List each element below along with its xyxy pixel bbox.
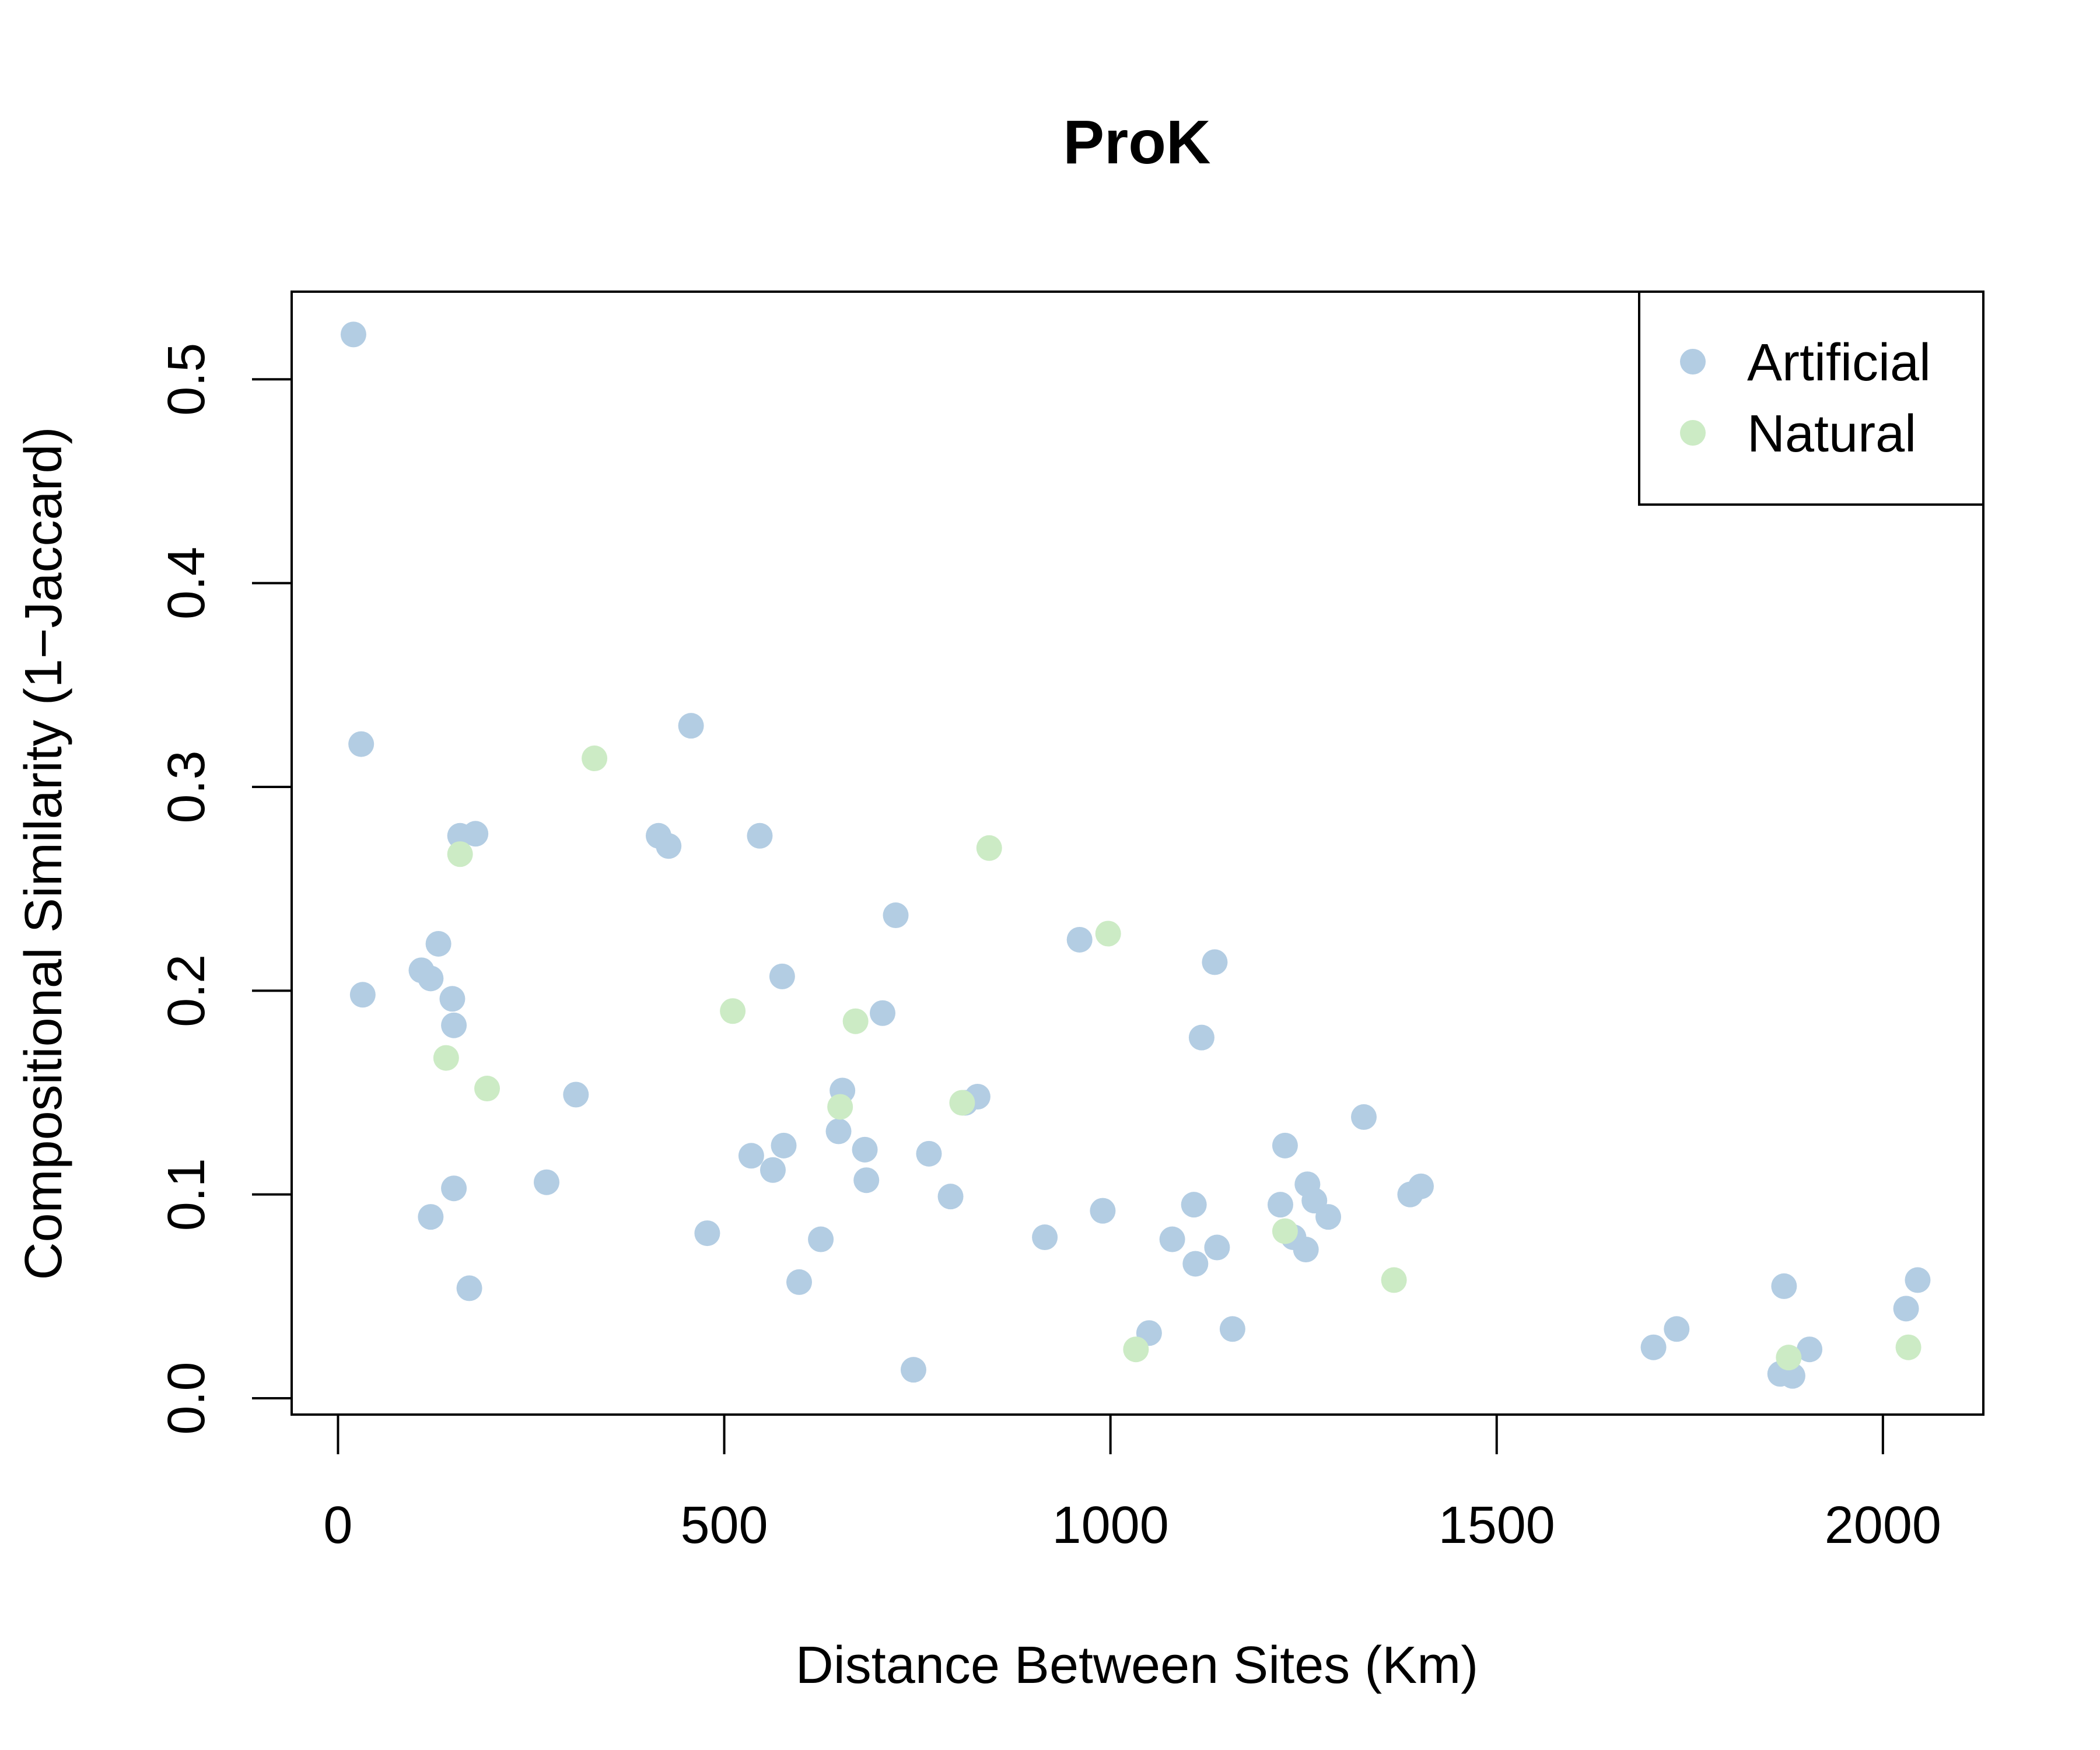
data-point-artificial bbox=[463, 821, 489, 847]
y-axis: 0.0 0.1 0.2 0.3 0.4 0.5 bbox=[158, 343, 293, 1435]
data-point-artificial bbox=[852, 1136, 878, 1163]
data-point-artificial bbox=[418, 965, 444, 992]
data-point-artificial bbox=[348, 731, 374, 757]
data-point-artificial bbox=[916, 1140, 942, 1167]
data-point-natural bbox=[1095, 921, 1121, 947]
data-point-artificial bbox=[870, 1000, 896, 1026]
y-tick-label: 0.3 bbox=[158, 750, 216, 823]
data-point-artificial bbox=[425, 930, 452, 957]
chart-title: ProK bbox=[1063, 108, 1210, 177]
data-point-artificial bbox=[340, 321, 366, 348]
data-point-natural bbox=[433, 1045, 459, 1071]
data-point-artificial bbox=[563, 1082, 589, 1108]
data-point-natural bbox=[842, 1008, 869, 1034]
data-point-artificial bbox=[1066, 926, 1093, 953]
data-point-artificial bbox=[349, 982, 376, 1008]
data-point-natural bbox=[827, 1094, 853, 1120]
data-point-artificial bbox=[1315, 1204, 1342, 1230]
data-point-natural bbox=[720, 998, 746, 1024]
x-tick-label: 500 bbox=[680, 1496, 768, 1555]
data-point-artificial bbox=[418, 1204, 444, 1230]
data-point-artificial bbox=[1159, 1226, 1185, 1252]
data-point-artificial bbox=[1640, 1334, 1667, 1360]
data-point-artificial bbox=[883, 902, 909, 929]
data-point-artificial bbox=[1905, 1267, 1931, 1293]
data-point-artificial bbox=[825, 1118, 852, 1144]
data-point-artificial bbox=[656, 833, 682, 859]
data-point-artificial bbox=[786, 1269, 812, 1295]
data-point-artificial bbox=[1797, 1336, 1823, 1363]
data-point-artificial bbox=[760, 1157, 786, 1183]
data-point-natural bbox=[1895, 1334, 1922, 1360]
data-point-natural bbox=[1272, 1218, 1298, 1244]
data-point-artificial bbox=[441, 1175, 467, 1202]
data-point-artificial bbox=[441, 1012, 467, 1038]
y-axis-label: Compositional Similarity (1−Jaccard) bbox=[15, 427, 73, 1280]
data-point-artificial bbox=[771, 1132, 797, 1158]
data-point-natural bbox=[949, 1090, 975, 1116]
data-points bbox=[340, 321, 1931, 1389]
series-natural bbox=[433, 746, 1922, 1371]
y-tick-label: 0.0 bbox=[158, 1362, 216, 1434]
data-point-artificial bbox=[439, 986, 466, 1012]
data-point-artificial bbox=[1293, 1237, 1319, 1263]
data-point-artificial bbox=[1272, 1132, 1298, 1158]
data-point-artificial bbox=[1090, 1198, 1116, 1224]
data-point-artificial bbox=[694, 1220, 720, 1247]
data-point-natural bbox=[474, 1076, 501, 1102]
data-point-natural bbox=[447, 841, 473, 867]
data-point-natural bbox=[1123, 1336, 1149, 1363]
data-point-artificial bbox=[1204, 1234, 1230, 1261]
legend-marker-natural bbox=[1680, 420, 1706, 446]
legend-marker-artificial bbox=[1680, 349, 1706, 374]
data-point-artificial bbox=[808, 1226, 834, 1252]
legend-label-artificial: Artificial bbox=[1747, 334, 1931, 392]
legend-label-natural: Natural bbox=[1747, 405, 1916, 463]
data-point-artificial bbox=[533, 1169, 559, 1195]
series-artificial bbox=[340, 321, 1931, 1389]
data-point-artificial bbox=[678, 713, 704, 739]
data-point-artificial bbox=[738, 1143, 764, 1169]
data-point-artificial bbox=[1664, 1316, 1690, 1342]
x-tick-label: 0 bbox=[323, 1496, 352, 1555]
data-point-artificial bbox=[1350, 1104, 1377, 1130]
data-point-natural bbox=[582, 746, 608, 772]
data-point-artificial bbox=[1267, 1192, 1293, 1218]
y-tick-label: 0.4 bbox=[158, 547, 216, 620]
data-point-artificial bbox=[769, 963, 795, 989]
x-tick-label: 2000 bbox=[1825, 1496, 1941, 1555]
legend: Artificial Natural bbox=[1638, 290, 1985, 506]
x-axis-label: Distance Between Sites (Km) bbox=[796, 1636, 1478, 1695]
data-point-artificial bbox=[1182, 1251, 1209, 1277]
data-point-artificial bbox=[1181, 1192, 1207, 1218]
data-point-artificial bbox=[853, 1167, 880, 1194]
data-point-artificial bbox=[747, 822, 773, 849]
data-point-natural bbox=[1776, 1345, 1802, 1371]
data-point-artificial bbox=[1032, 1224, 1058, 1251]
x-tick-label: 1000 bbox=[1052, 1496, 1169, 1555]
data-point-artificial bbox=[1188, 1024, 1214, 1051]
x-tick-label: 1500 bbox=[1438, 1496, 1555, 1555]
y-tick-label: 0.1 bbox=[158, 1158, 216, 1231]
data-point-artificial bbox=[1219, 1316, 1245, 1342]
data-point-artificial bbox=[1893, 1296, 1919, 1322]
data-point-artificial bbox=[1408, 1173, 1434, 1199]
data-point-artificial bbox=[900, 1357, 926, 1383]
y-tick-label: 0.5 bbox=[158, 343, 216, 416]
data-point-artificial bbox=[1202, 949, 1228, 975]
x-axis: 0 500 1000 1500 2000 bbox=[323, 1413, 1941, 1555]
legend-box bbox=[1638, 290, 1985, 506]
data-point-artificial bbox=[1771, 1273, 1797, 1299]
y-tick-label: 0.2 bbox=[158, 954, 216, 1027]
data-point-artificial bbox=[456, 1275, 482, 1301]
data-point-natural bbox=[1381, 1267, 1407, 1293]
data-point-artificial bbox=[937, 1184, 964, 1210]
data-point-natural bbox=[976, 835, 1002, 861]
